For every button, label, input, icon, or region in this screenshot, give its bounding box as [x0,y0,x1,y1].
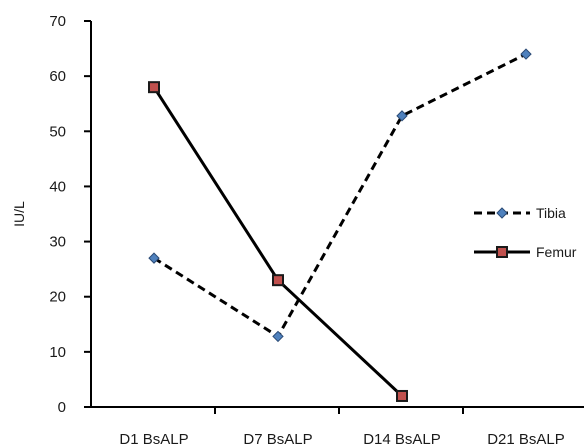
y-ticks: 0 10 20 30 40 50 60 70 [49,13,91,416]
x-tick-label: D21 BsALP [487,431,565,448]
y-tick-label: 70 [49,13,66,30]
legend-item-femur: Femur [474,244,577,260]
axes [84,21,584,408]
series-tibia [148,48,532,343]
data-point-femur [396,389,408,402]
legend-label: Femur [536,244,577,260]
y-tick-label: 30 [49,234,66,251]
data-point-tibia [148,252,160,264]
y-tick-label: 40 [49,178,66,195]
series-layer [148,48,532,402]
series-femur [148,81,408,402]
y-tick-label: 50 [49,123,66,140]
legend-marker [496,246,508,258]
x-ticks: D1 BsALP D7 BsALP D14 BsALP D21 BsALP [119,407,565,448]
series-line-femur [152,86,404,398]
series-line-tibia [153,52,527,339]
x-tick-label: D7 BsALP [243,431,312,448]
y-tick-label: 60 [49,68,66,85]
data-point-tibia [272,330,284,343]
y-tick-label: 10 [49,344,66,361]
data-point-tibia [396,110,408,122]
x-tick-label: D1 BsALP [119,431,188,448]
data-point-tibia [520,48,532,60]
legend-marker [496,207,508,219]
y-axis-title: IU/L [11,201,27,227]
y-tick-label: 0 [58,399,66,416]
legend-item-tibia: Tibia [474,205,566,221]
data-point-femur [148,81,160,94]
x-tick-label: D14 BsALP [363,431,441,448]
legend: Tibia Femur [474,205,577,260]
y-tick-label: 20 [49,289,66,306]
data-point-femur [272,274,284,287]
legend-label: Tibia [536,205,566,221]
